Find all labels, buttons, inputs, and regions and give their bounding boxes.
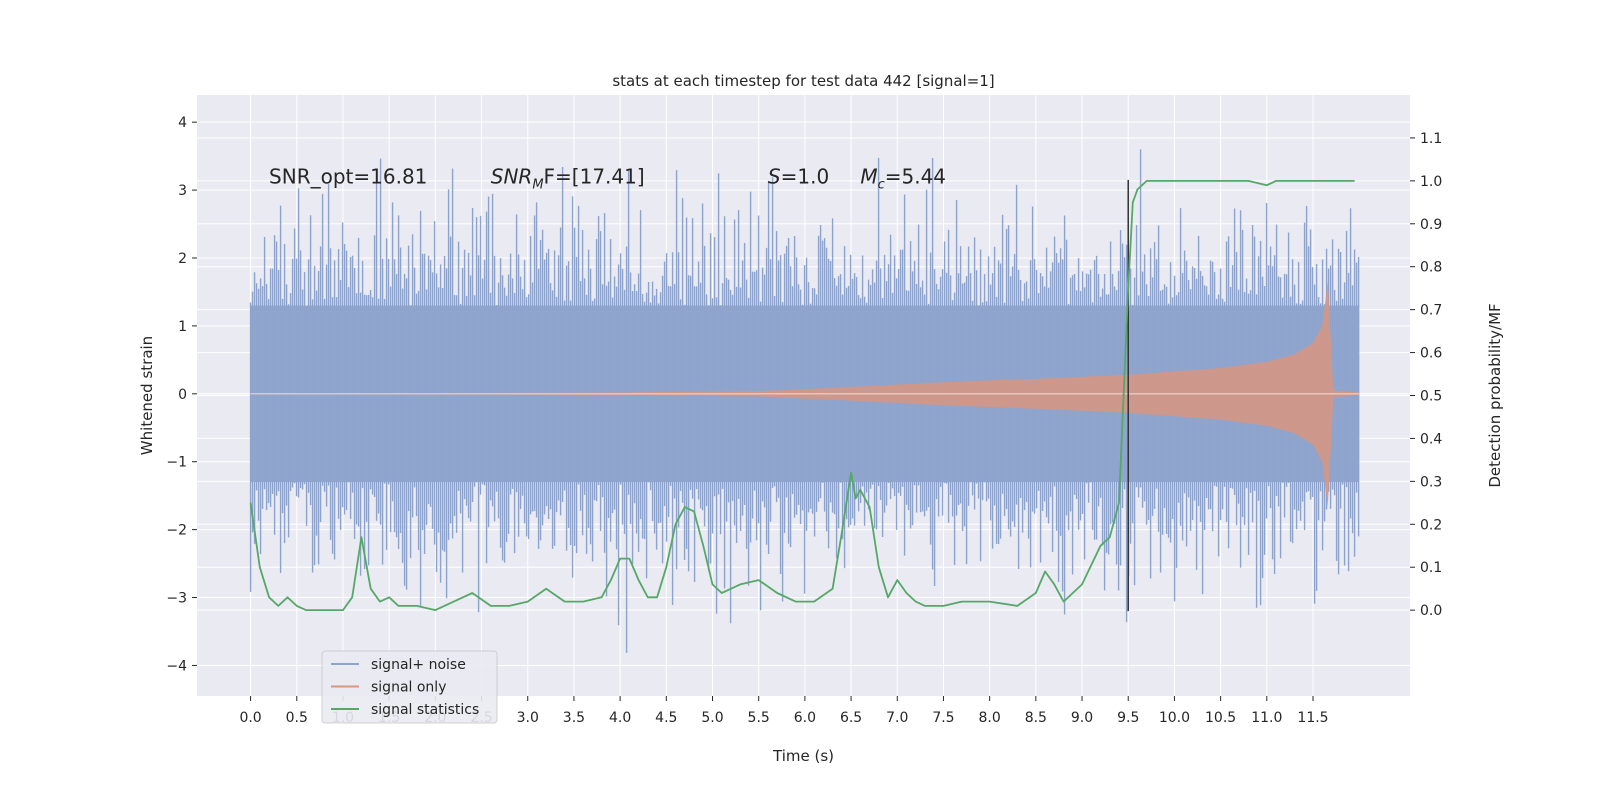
legend-box xyxy=(321,650,498,724)
x-tick-label: 6.0 xyxy=(794,710,816,726)
left-y-axis-ticks: 4 3 2 1 0 −1 −2 −3 −4 xyxy=(166,115,197,674)
annotation-1: SNRMF=[17.41] xyxy=(491,164,645,192)
x-tick-label: 0.0 xyxy=(239,710,261,726)
left-y-tick-label: 0 xyxy=(178,387,187,403)
x-tick-label: 5.0 xyxy=(701,710,723,726)
right-y-tick-label: 0.5 xyxy=(1420,389,1442,405)
series-signal-only xyxy=(250,281,1360,506)
left-y-tick-label: 4 xyxy=(178,115,187,131)
x-tick-label: 4.0 xyxy=(609,710,631,726)
right-y-tick-label: 1.0 xyxy=(1420,174,1442,190)
noise-spikes-lower xyxy=(249,393,1360,653)
x-tick-label: 0.5 xyxy=(286,710,308,726)
right-y-tick-label: 0.7 xyxy=(1420,303,1442,319)
annotations: SNR_opt=16.81 SNRMF=[17.41] S=1.0 Mc=5.44 xyxy=(269,164,946,192)
x-tick-label: 7.5 xyxy=(932,710,954,726)
x-tick-label: 9.5 xyxy=(1117,710,1139,726)
x-tick-label: 11.0 xyxy=(1251,710,1282,726)
x-tick-label: 10.0 xyxy=(1159,710,1190,726)
left-y-axis-label: Whitened strain xyxy=(138,336,156,455)
left-y-tick-label: −3 xyxy=(166,591,187,607)
x-tick-label: 5.5 xyxy=(748,710,770,726)
annotation-3: Mc=5.44 xyxy=(860,164,946,192)
legend-label-signal-statistics: signal statistics xyxy=(371,702,479,718)
noise-spikes-upper xyxy=(249,149,1360,394)
x-tick-label: 4.5 xyxy=(655,710,677,726)
left-y-tick-label: 3 xyxy=(178,183,187,199)
x-tick-label: 7.0 xyxy=(886,710,908,726)
x-tick-label: 8.0 xyxy=(979,710,1001,726)
right-y-tick-label: 0.2 xyxy=(1420,517,1442,533)
right-y-axis-ticks: 1.1 1.0 0.9 0.8 0.7 0.6 0.5 0.4 0.3 0.2 0.1 0.0 xyxy=(1410,131,1442,619)
right-y-tick-label: 0.4 xyxy=(1420,431,1442,447)
right-y-tick-label: 0.6 xyxy=(1420,346,1442,362)
chart-title: stats at each timestep for test data 442… xyxy=(612,72,994,90)
x-tick-label: 8.5 xyxy=(1025,710,1047,726)
x-tick-label: 6.5 xyxy=(840,710,862,726)
series-signal-statistics xyxy=(249,180,1355,611)
right-y-tick-label: 0.9 xyxy=(1420,217,1442,233)
annotation-0: SNR_opt=16.81 xyxy=(269,164,427,188)
left-y-tick-label: −2 xyxy=(166,523,187,539)
left-y-tick-label: 2 xyxy=(178,251,187,267)
x-tick-label: 9.0 xyxy=(1071,710,1093,726)
stats-line xyxy=(249,180,1355,611)
right-y-tick-label: 1.1 xyxy=(1420,131,1442,147)
left-y-tick-label: −1 xyxy=(166,455,187,471)
x-tick-label: 3.5 xyxy=(563,710,585,726)
right-y-tick-label: 0.3 xyxy=(1420,474,1442,490)
right-y-axis-label: Detection probability/MF xyxy=(1486,303,1504,487)
left-y-tick-label: −4 xyxy=(166,658,187,674)
right-y-tick-label: 0.8 xyxy=(1420,260,1442,276)
right-y-tick-label: 0.1 xyxy=(1420,560,1442,576)
legend-label-signal-only: signal only xyxy=(371,680,446,696)
legend: signal+ noise signal only signal statist… xyxy=(321,650,498,724)
x-tick-label: 10.5 xyxy=(1205,710,1236,726)
x-axis-label: Time (s) xyxy=(772,747,834,765)
left-y-tick-label: 1 xyxy=(178,319,187,335)
x-tick-label: 11.5 xyxy=(1297,710,1328,726)
annotation-2: S=1.0 xyxy=(768,164,829,188)
legend-label-signal-noise: signal+ noise xyxy=(371,657,466,673)
right-y-tick-label: 0.0 xyxy=(1420,603,1442,619)
x-tick-label: 3.0 xyxy=(517,710,539,726)
